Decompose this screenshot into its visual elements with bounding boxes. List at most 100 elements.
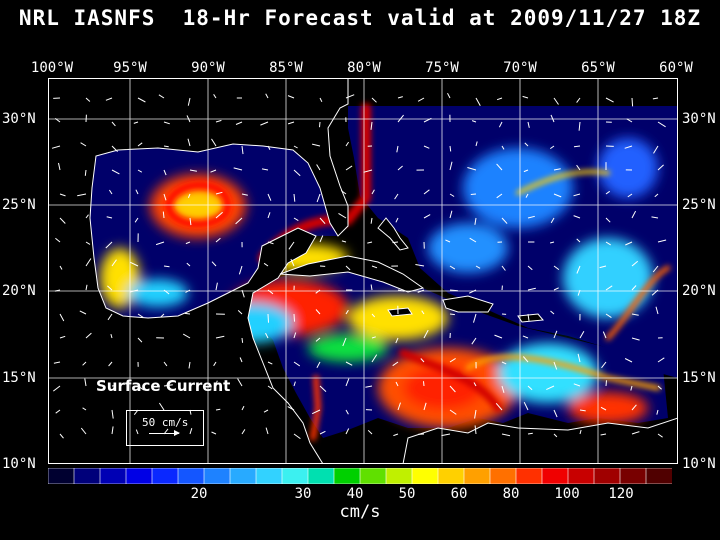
current-vector (599, 265, 607, 269)
current-vector (549, 241, 555, 244)
colorbar-label: 60 (450, 486, 468, 502)
current-vector (550, 114, 555, 123)
current-vector (137, 169, 143, 173)
current-vector (189, 169, 197, 172)
current-vector (657, 385, 662, 390)
colorbar-cell (281, 468, 309, 484)
current-vector (631, 431, 640, 435)
current-vector (85, 97, 91, 102)
current-vector (417, 97, 425, 102)
current-vector (85, 214, 89, 219)
current-vector (160, 313, 165, 318)
current-vector (238, 265, 243, 275)
colorbar-cell (567, 468, 595, 484)
current-vector (345, 165, 353, 171)
colorbar-cell (619, 468, 647, 484)
current-vector (215, 191, 223, 195)
current-vector (553, 97, 559, 105)
current-vector (54, 118, 61, 123)
current-vectors (51, 92, 667, 440)
current-vector (605, 97, 614, 103)
current-vector (85, 258, 92, 267)
colorbar-cell (99, 468, 127, 484)
current-vector (522, 95, 529, 99)
current-vector (85, 332, 92, 339)
current-vector (656, 409, 659, 415)
current-vector (111, 426, 114, 435)
current-vector (287, 95, 295, 99)
current-vector (84, 378, 87, 387)
current-vector (85, 241, 91, 245)
vector-scale-label: 50 cm/s (142, 416, 189, 429)
current-vector (163, 121, 170, 125)
current-vector (371, 336, 376, 339)
colorbar-cell (177, 468, 205, 484)
lat-label: 30°N (682, 111, 716, 127)
current-vector (293, 145, 298, 149)
current-vector (527, 432, 533, 435)
lon-label: 90°W (191, 60, 225, 76)
current-vector (158, 94, 165, 99)
land-masses (48, 78, 678, 464)
current-vector (315, 309, 321, 315)
south-america-land (402, 417, 678, 464)
current-vector (241, 405, 245, 411)
colorbar-label: 20 (190, 486, 208, 502)
current-vector (342, 337, 347, 347)
current-vector (233, 167, 243, 171)
current-vector (550, 310, 555, 315)
current-vector (84, 169, 87, 176)
current-vector (421, 310, 425, 315)
current-vector (496, 97, 503, 101)
current-vector (137, 142, 143, 147)
current-vector (311, 143, 321, 147)
current-vector (82, 361, 87, 366)
current-vector (187, 97, 191, 106)
current-vector (652, 265, 659, 273)
current-vector (163, 289, 170, 295)
current-vector (423, 329, 429, 339)
lat-label: 20°N (2, 283, 36, 299)
current-vector (449, 385, 456, 393)
current-vector (345, 94, 355, 99)
current-vector (370, 121, 373, 130)
current-vector (187, 138, 191, 147)
current-vector (210, 169, 217, 173)
current-vector (522, 356, 529, 363)
current-vector (345, 361, 353, 366)
current-vector (111, 385, 117, 387)
current-vector (267, 361, 273, 365)
current-vector (345, 378, 350, 387)
current-vector (345, 409, 349, 415)
current-vector (315, 289, 321, 294)
current-vector (163, 265, 170, 268)
current-vector (423, 381, 425, 387)
current-vector (423, 117, 432, 123)
current-vector (185, 241, 191, 245)
colorbar-label: 40 (346, 486, 364, 502)
current-vector (162, 211, 165, 219)
current-vector (397, 289, 405, 292)
current-vector (211, 138, 217, 147)
current-vector (578, 121, 581, 131)
current-vector (260, 121, 269, 126)
current-vector (601, 361, 607, 369)
current-vector (189, 428, 193, 435)
current-vector (501, 361, 507, 365)
current-vector (237, 378, 243, 387)
jamaica (387, 307, 413, 317)
current-vector (215, 282, 218, 291)
current-vector (653, 145, 659, 154)
current-vector (130, 261, 139, 267)
current-vector (501, 385, 505, 393)
current-vector (163, 193, 167, 201)
lon-label: 80°W (347, 60, 381, 76)
current-vector (527, 265, 533, 271)
current-vector (367, 429, 373, 435)
current-vector (631, 97, 634, 107)
colorbar-cell (411, 468, 439, 484)
current-vector (59, 335, 66, 339)
colorbar-cell (541, 468, 569, 484)
current-vector (471, 120, 477, 123)
current-vector (77, 193, 87, 197)
